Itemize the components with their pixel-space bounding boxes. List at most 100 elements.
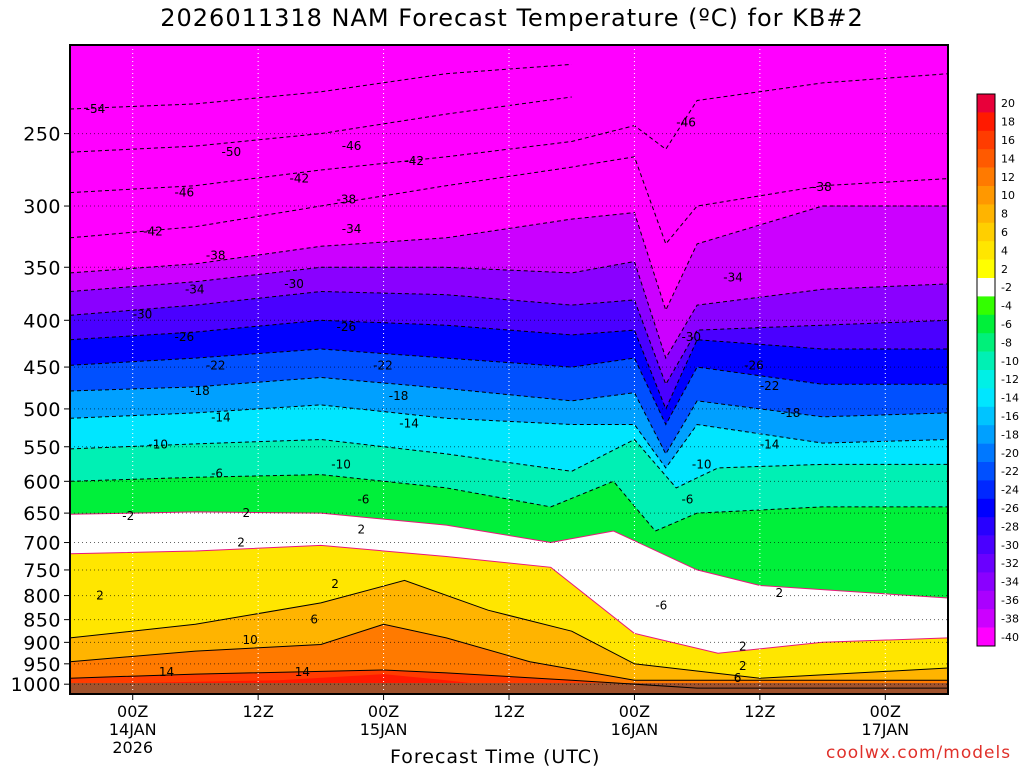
colorbar-label: -18	[1001, 428, 1019, 441]
colorbar-label: -14	[1001, 392, 1019, 405]
contour-label: -46	[342, 139, 362, 153]
contour-label: -26	[744, 358, 764, 372]
contour-label: -10	[148, 438, 168, 452]
colorbar-swatch	[977, 425, 995, 444]
contour-label: 2	[739, 640, 747, 654]
colorbar-swatch	[977, 333, 995, 352]
colorbar-swatch	[977, 609, 995, 628]
colorbar-swatch	[977, 167, 995, 187]
contour-label: -10	[692, 457, 712, 471]
contour-label: -30	[133, 307, 153, 321]
contour-label: -10	[331, 457, 351, 471]
contour-label: 14	[295, 665, 310, 679]
x-tick-label: 00Z	[117, 702, 148, 721]
contour-label: 10	[242, 633, 257, 647]
contour-label: 2	[96, 589, 104, 603]
contour-line-2	[70, 544, 948, 654]
contour-label: -22	[206, 358, 226, 372]
colorbar-swatch	[977, 590, 995, 610]
colorbar-label: -26	[1001, 502, 1019, 515]
colorbar-swatch	[977, 94, 995, 113]
x-tick-label: 00Z	[368, 702, 399, 721]
x-tick-label: 00Z	[870, 702, 901, 721]
contour-label: -22	[373, 358, 393, 372]
y-tick-label: 500	[23, 399, 61, 421]
colorbar-label: -6	[1001, 318, 1012, 331]
colorbar-label: -12	[1001, 373, 1019, 386]
contour-line--54	[70, 63, 572, 110]
colorbar-label: -34	[1001, 576, 1019, 589]
contour-label: -26	[337, 320, 357, 334]
y-tick-label: 750	[23, 560, 61, 582]
contour-label: -42	[290, 172, 310, 186]
colorbar-label: -8	[1001, 336, 1012, 349]
colorbar-label: -10	[1001, 355, 1019, 368]
contour-label: -34	[342, 222, 362, 236]
contour-label: 14	[159, 665, 174, 679]
contour-label: -22	[760, 379, 780, 393]
colorbar-swatch	[977, 462, 995, 481]
y-tick-label: 300	[23, 196, 61, 218]
x-tick-label: 16JAN	[611, 720, 659, 739]
contour-label: -18	[389, 389, 409, 403]
colorbar-swatch	[977, 535, 995, 555]
contour-label: -38	[337, 192, 357, 206]
x-tick-label: 00Z	[619, 702, 650, 721]
colorbar-label: -24	[1001, 484, 1019, 497]
y-tick-label: 800	[23, 586, 61, 608]
contour-label: -42	[404, 154, 424, 168]
contour-label: -6	[357, 492, 369, 506]
x-tick-label: 12Z	[242, 702, 273, 721]
contour-label: -14	[399, 417, 419, 431]
y-tick-label: 400	[23, 310, 61, 332]
x-tick-label: 12Z	[493, 702, 524, 721]
colorbar-label: -2	[1001, 281, 1012, 294]
contour-label: -46	[676, 115, 696, 129]
contour-label: -34	[723, 270, 743, 284]
contour-line--50	[70, 96, 572, 153]
colorbar-label: -38	[1001, 612, 1019, 625]
contour-line--26	[70, 319, 948, 411]
colorbar-label: 12	[1001, 171, 1015, 184]
watermark: coolwx.com/models	[826, 743, 1012, 763]
colorbar-label: 18	[1001, 116, 1015, 129]
colorbar-label: 10	[1001, 189, 1015, 202]
y-tick-label: 900	[23, 632, 61, 654]
colorbar-swatch	[977, 554, 995, 573]
colorbar-label: -4	[1001, 300, 1012, 313]
colorbar-swatch	[977, 222, 995, 242]
colorbar-swatch	[977, 480, 995, 500]
colorbar-label: 6	[1001, 226, 1008, 239]
contour-label: -6	[655, 598, 667, 612]
contour-label: -54	[86, 102, 106, 116]
contour-line--46	[70, 73, 948, 194]
colorbar-label: -32	[1001, 557, 1019, 570]
colorbar-swatch	[977, 130, 995, 150]
y-tick-label: 600	[23, 471, 61, 493]
colorbar-label: 4	[1001, 244, 1008, 257]
contour-line--22	[70, 348, 948, 426]
contour-line--10	[70, 438, 948, 489]
contour-label: -38	[812, 180, 832, 194]
y-tick-label: 550	[23, 437, 61, 459]
contour-line--18	[70, 376, 948, 455]
contour-label: 2	[739, 659, 747, 673]
contour-label: -14	[211, 411, 231, 425]
y-tick-label: 250	[23, 124, 61, 146]
contour-label: -42	[143, 225, 163, 239]
colorbar-swatch	[977, 627, 995, 647]
y-tick-label: 700	[23, 533, 61, 555]
contour-label: -6	[211, 466, 223, 480]
x-tick-label: 2026	[112, 738, 153, 757]
colorbar-swatch	[977, 498, 995, 518]
contour-line--38	[70, 205, 948, 312]
colorbar-swatch	[977, 241, 995, 260]
contour-label: -18	[190, 384, 210, 398]
colorbar-swatch	[977, 278, 995, 297]
contour-line--30	[70, 290, 948, 386]
x-tick-label: 12Z	[744, 702, 775, 721]
contour-label: -26	[175, 330, 195, 344]
colorbar-label: -36	[1001, 594, 1019, 607]
contour-label: 2	[237, 536, 245, 550]
